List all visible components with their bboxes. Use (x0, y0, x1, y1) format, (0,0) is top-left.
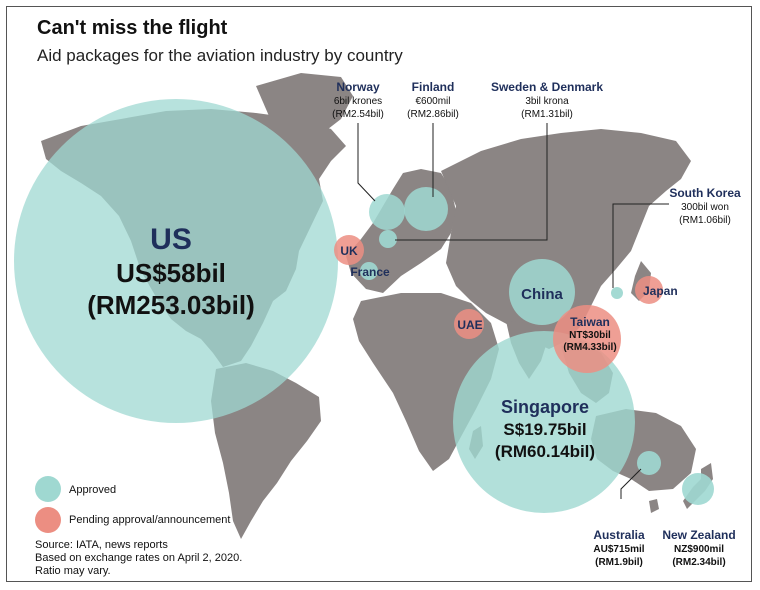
bubble-japan (635, 276, 663, 304)
bubble-finland (404, 187, 448, 231)
bubble-south-korea (611, 287, 623, 299)
note-exchange: Based on exchange rates on April 2, 2020… (35, 552, 243, 564)
label-uk: UK (340, 244, 358, 258)
bubble-sweden-denmark (379, 230, 397, 248)
label-finland-amount: €600mil (415, 96, 450, 107)
legend-pending-label: Pending approval/announcement (69, 514, 231, 526)
chart-subtitle: Aid packages for the aviation industry b… (37, 46, 403, 65)
land-asia (441, 129, 691, 349)
bubble-australia (637, 451, 661, 475)
label-new-zealand-amount: NZ$900mil (674, 544, 724, 555)
label-finland-rm: (RM2.86bil) (407, 109, 459, 120)
leader-norway (357, 123, 376, 202)
label-australia-rm: (RM1.9bil) (595, 557, 643, 568)
label-new-zealand-name: New Zealand (662, 528, 735, 542)
label-sweden-denmark-name: Sweden & Denmark (491, 80, 603, 94)
label-south-korea-amount: 300bil won (681, 202, 729, 213)
leader-south-korea (612, 203, 669, 288)
infographic-frame: US US$58bil (RM253.03bil) Singapore S$19… (6, 6, 752, 582)
label-uae: UAE (457, 318, 482, 332)
label-australia-amount: AU$715mil (593, 544, 644, 555)
bubble-taiwan (553, 305, 621, 373)
bubble-uk (334, 235, 364, 265)
bubble-uae (454, 309, 484, 339)
label-us-rm: (RM253.03bil) (87, 290, 255, 320)
land-greenland (256, 73, 353, 149)
land-tasmania (649, 499, 659, 513)
label-australia-name: Australia (593, 528, 645, 542)
label-south-korea-rm: (RM1.06bil) (679, 215, 731, 226)
label-france: France (350, 265, 390, 279)
label-sweden-denmark-amount: 3bil krona (525, 96, 569, 107)
note-ratio: Ratio may vary. (35, 565, 111, 577)
leader-australia (620, 468, 642, 499)
label-taiwan-name: Taiwan (570, 315, 610, 329)
label-china: China (521, 286, 563, 303)
country-labels: US US$58bil (RM253.03bil) Singapore S$19… (87, 80, 741, 568)
label-singapore-amount: S$19.75bil (503, 420, 586, 439)
bubble-france (360, 262, 378, 280)
label-norway-name: Norway (336, 80, 380, 94)
bubble-china (509, 259, 575, 325)
label-norway-rm: (RM2.54bil) (332, 109, 384, 120)
label-singapore-name: Singapore (501, 397, 589, 417)
label-us-name: US (150, 223, 192, 256)
leader-lines (357, 123, 669, 499)
bubble-us (14, 99, 338, 423)
label-new-zealand-rm: (RM2.34bil) (672, 557, 725, 568)
label-singapore-rm: (RM60.14bil) (495, 442, 595, 461)
legend-approved-label: Approved (69, 484, 117, 496)
label-south-korea-name: South Korea (669, 186, 741, 200)
bubble-new-zealand (682, 473, 714, 505)
label-japan: Japan (643, 284, 678, 298)
legend-approved-swatch (35, 476, 61, 502)
chart-title: Can't miss the flight (37, 17, 228, 39)
label-taiwan-amount: NT$30bil (569, 330, 611, 341)
world-map: US US$58bil (RM253.03bil) Singapore S$19… (14, 73, 741, 568)
label-finland-name: Finland (412, 80, 455, 94)
leader-sweden-denmark (395, 123, 548, 241)
bubble-singapore (453, 331, 635, 513)
label-sweden-denmark-rm: (RM1.31bil) (521, 109, 573, 120)
aid-bubbles (14, 99, 714, 513)
label-taiwan-rm: (RM4.33bil) (563, 342, 616, 353)
bubble-norway (369, 194, 405, 230)
legend-pending-swatch (35, 507, 61, 533)
note-source: Source: IATA, news reports (35, 539, 168, 551)
label-norway-amount: 6bil krones (334, 96, 382, 107)
label-us-amount: US$58bil (116, 258, 226, 288)
